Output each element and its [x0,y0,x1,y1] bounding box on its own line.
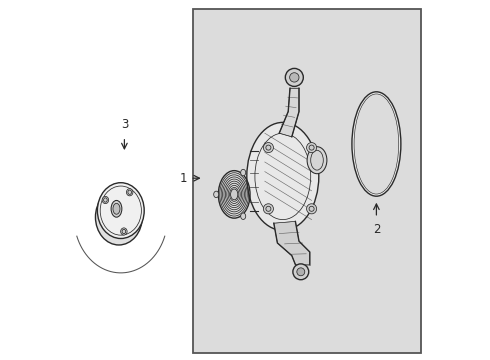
Ellipse shape [111,201,122,217]
Circle shape [293,264,309,280]
Ellipse shape [214,191,219,198]
Text: 3: 3 [121,118,128,131]
Ellipse shape [126,189,133,196]
Ellipse shape [98,183,144,239]
Ellipse shape [354,94,399,194]
Circle shape [307,204,317,214]
Text: 2: 2 [373,223,380,236]
Text: 1: 1 [180,172,187,185]
Ellipse shape [241,169,245,176]
Polygon shape [274,221,310,265]
Circle shape [290,73,299,82]
Circle shape [263,143,273,153]
Ellipse shape [231,189,238,200]
Ellipse shape [96,189,142,245]
Polygon shape [279,88,299,137]
Ellipse shape [247,122,319,230]
Ellipse shape [121,228,127,235]
Ellipse shape [307,147,327,174]
Ellipse shape [241,213,245,220]
Ellipse shape [102,197,109,204]
Ellipse shape [113,203,120,214]
Circle shape [307,143,317,153]
Circle shape [297,268,305,276]
Bar [193,9,421,353]
Circle shape [263,204,273,214]
Ellipse shape [352,92,401,196]
Circle shape [285,68,303,86]
